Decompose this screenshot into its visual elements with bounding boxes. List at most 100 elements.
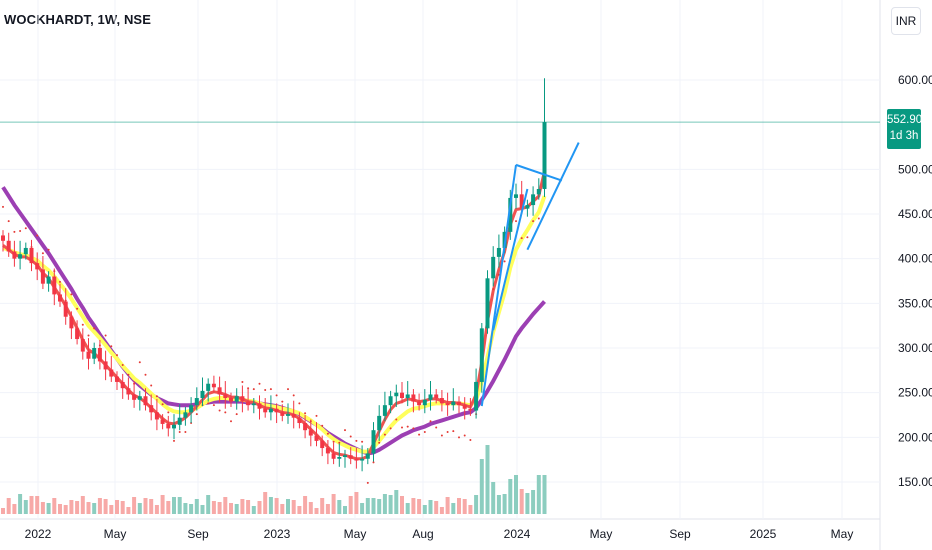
candle-body — [542, 122, 547, 189]
candle-body — [508, 197, 513, 232]
psar-dot — [24, 227, 27, 230]
candle-body — [126, 388, 131, 395]
volume-bar — [40, 502, 45, 514]
candle-body — [234, 396, 239, 402]
candle-body — [337, 456, 342, 459]
x-tick-label: Sep — [669, 527, 691, 541]
candle-body — [274, 408, 279, 413]
psar-dot — [526, 236, 529, 239]
volume-bar — [132, 497, 137, 514]
time-axis[interactable]: 2022 May Sep 2023 May Aug 2024 May Sep 2025 May — [25, 527, 854, 541]
candle-body — [514, 194, 518, 198]
psar-dot — [116, 354, 118, 357]
candle-body — [86, 351, 91, 359]
candle-body — [229, 398, 233, 402]
volume-bar — [354, 492, 359, 514]
psar-dot — [258, 382, 261, 385]
volume-bar — [462, 499, 467, 514]
volume-bar — [531, 490, 536, 514]
candle-body — [149, 405, 154, 413]
volume-bar — [1, 508, 5, 514]
psar-dot — [440, 434, 443, 437]
psar-dot — [252, 388, 255, 391]
candle-body — [206, 383, 211, 391]
candle-body — [137, 396, 142, 400]
last-price-tag: 552.90 1d 3h — [887, 109, 922, 149]
volume-bar — [508, 479, 513, 514]
candle-body — [371, 430, 376, 454]
psar-dot — [361, 440, 364, 443]
x-tick-label: May — [831, 527, 854, 541]
volume-bar — [143, 498, 148, 514]
candle-body — [348, 455, 353, 459]
volume-bar — [411, 498, 416, 514]
candle-body — [377, 415, 382, 431]
volume-bar — [479, 459, 484, 514]
candle-body — [211, 383, 216, 388]
volume-bar — [519, 489, 524, 514]
currency-button[interactable]: INR — [891, 7, 921, 35]
psar-dot — [7, 220, 10, 223]
volume-bar — [365, 498, 370, 514]
candle-body — [166, 423, 171, 429]
psar-dot — [406, 425, 409, 428]
candle-body — [303, 423, 308, 431]
candle-body — [451, 401, 456, 406]
candle-body — [308, 430, 313, 436]
candle-body — [468, 408, 473, 411]
psar-dot — [537, 217, 540, 220]
volume-bar — [468, 505, 473, 514]
volume-bar — [69, 500, 74, 514]
psar-dot — [184, 430, 187, 433]
volume-bar — [172, 497, 176, 514]
volume-bar — [103, 499, 108, 514]
psar-dot — [59, 280, 61, 283]
y-tick-label: 300.00 — [898, 341, 932, 355]
volume-bar — [217, 502, 222, 514]
y-tick-label: 200.00 — [898, 430, 932, 444]
psar-dot — [372, 461, 375, 464]
volume-bar — [263, 492, 268, 514]
volume-bar — [257, 501, 262, 514]
volume-bar — [251, 506, 256, 514]
psar-dot — [304, 412, 307, 415]
candle-body — [388, 396, 393, 406]
psar-dot — [332, 440, 335, 443]
candle-body — [496, 247, 501, 257]
candle-body — [46, 276, 51, 284]
candle-body — [354, 458, 359, 461]
candle-body — [479, 328, 484, 382]
psar-dot — [281, 400, 284, 403]
psar-dot — [532, 220, 535, 223]
x-tick-label: Aug — [412, 527, 433, 541]
psar-dot — [104, 334, 107, 337]
volume-bar — [439, 507, 444, 514]
volume-bar — [496, 495, 501, 514]
psar-dot — [76, 307, 79, 310]
candle-body — [69, 316, 74, 329]
volume-bar — [154, 505, 159, 514]
volume-bar — [297, 506, 302, 514]
volume-bar — [211, 501, 216, 514]
volume-bar — [189, 504, 194, 514]
candle-body — [35, 263, 40, 270]
volume-bar — [491, 482, 496, 514]
psar-dot — [326, 432, 329, 435]
psar-dot — [155, 395, 158, 398]
price-axis[interactable]: 600.00 500.00 450.00 400.00 350.00 300.00 250.… — [898, 73, 932, 489]
psar-dot — [70, 293, 73, 296]
psar-dot — [287, 388, 289, 391]
volume-bar — [360, 503, 365, 514]
volume-bar — [405, 503, 410, 514]
candle-body — [411, 394, 416, 402]
x-tick-label: May — [590, 527, 613, 541]
candle-body — [40, 269, 45, 284]
volume-bar — [434, 501, 439, 514]
candle-body — [394, 392, 399, 397]
candle-body — [536, 188, 541, 195]
psar-dot — [458, 436, 460, 439]
psar-dot — [418, 433, 421, 436]
psar-dot — [383, 433, 386, 436]
psar-dot — [2, 205, 4, 208]
